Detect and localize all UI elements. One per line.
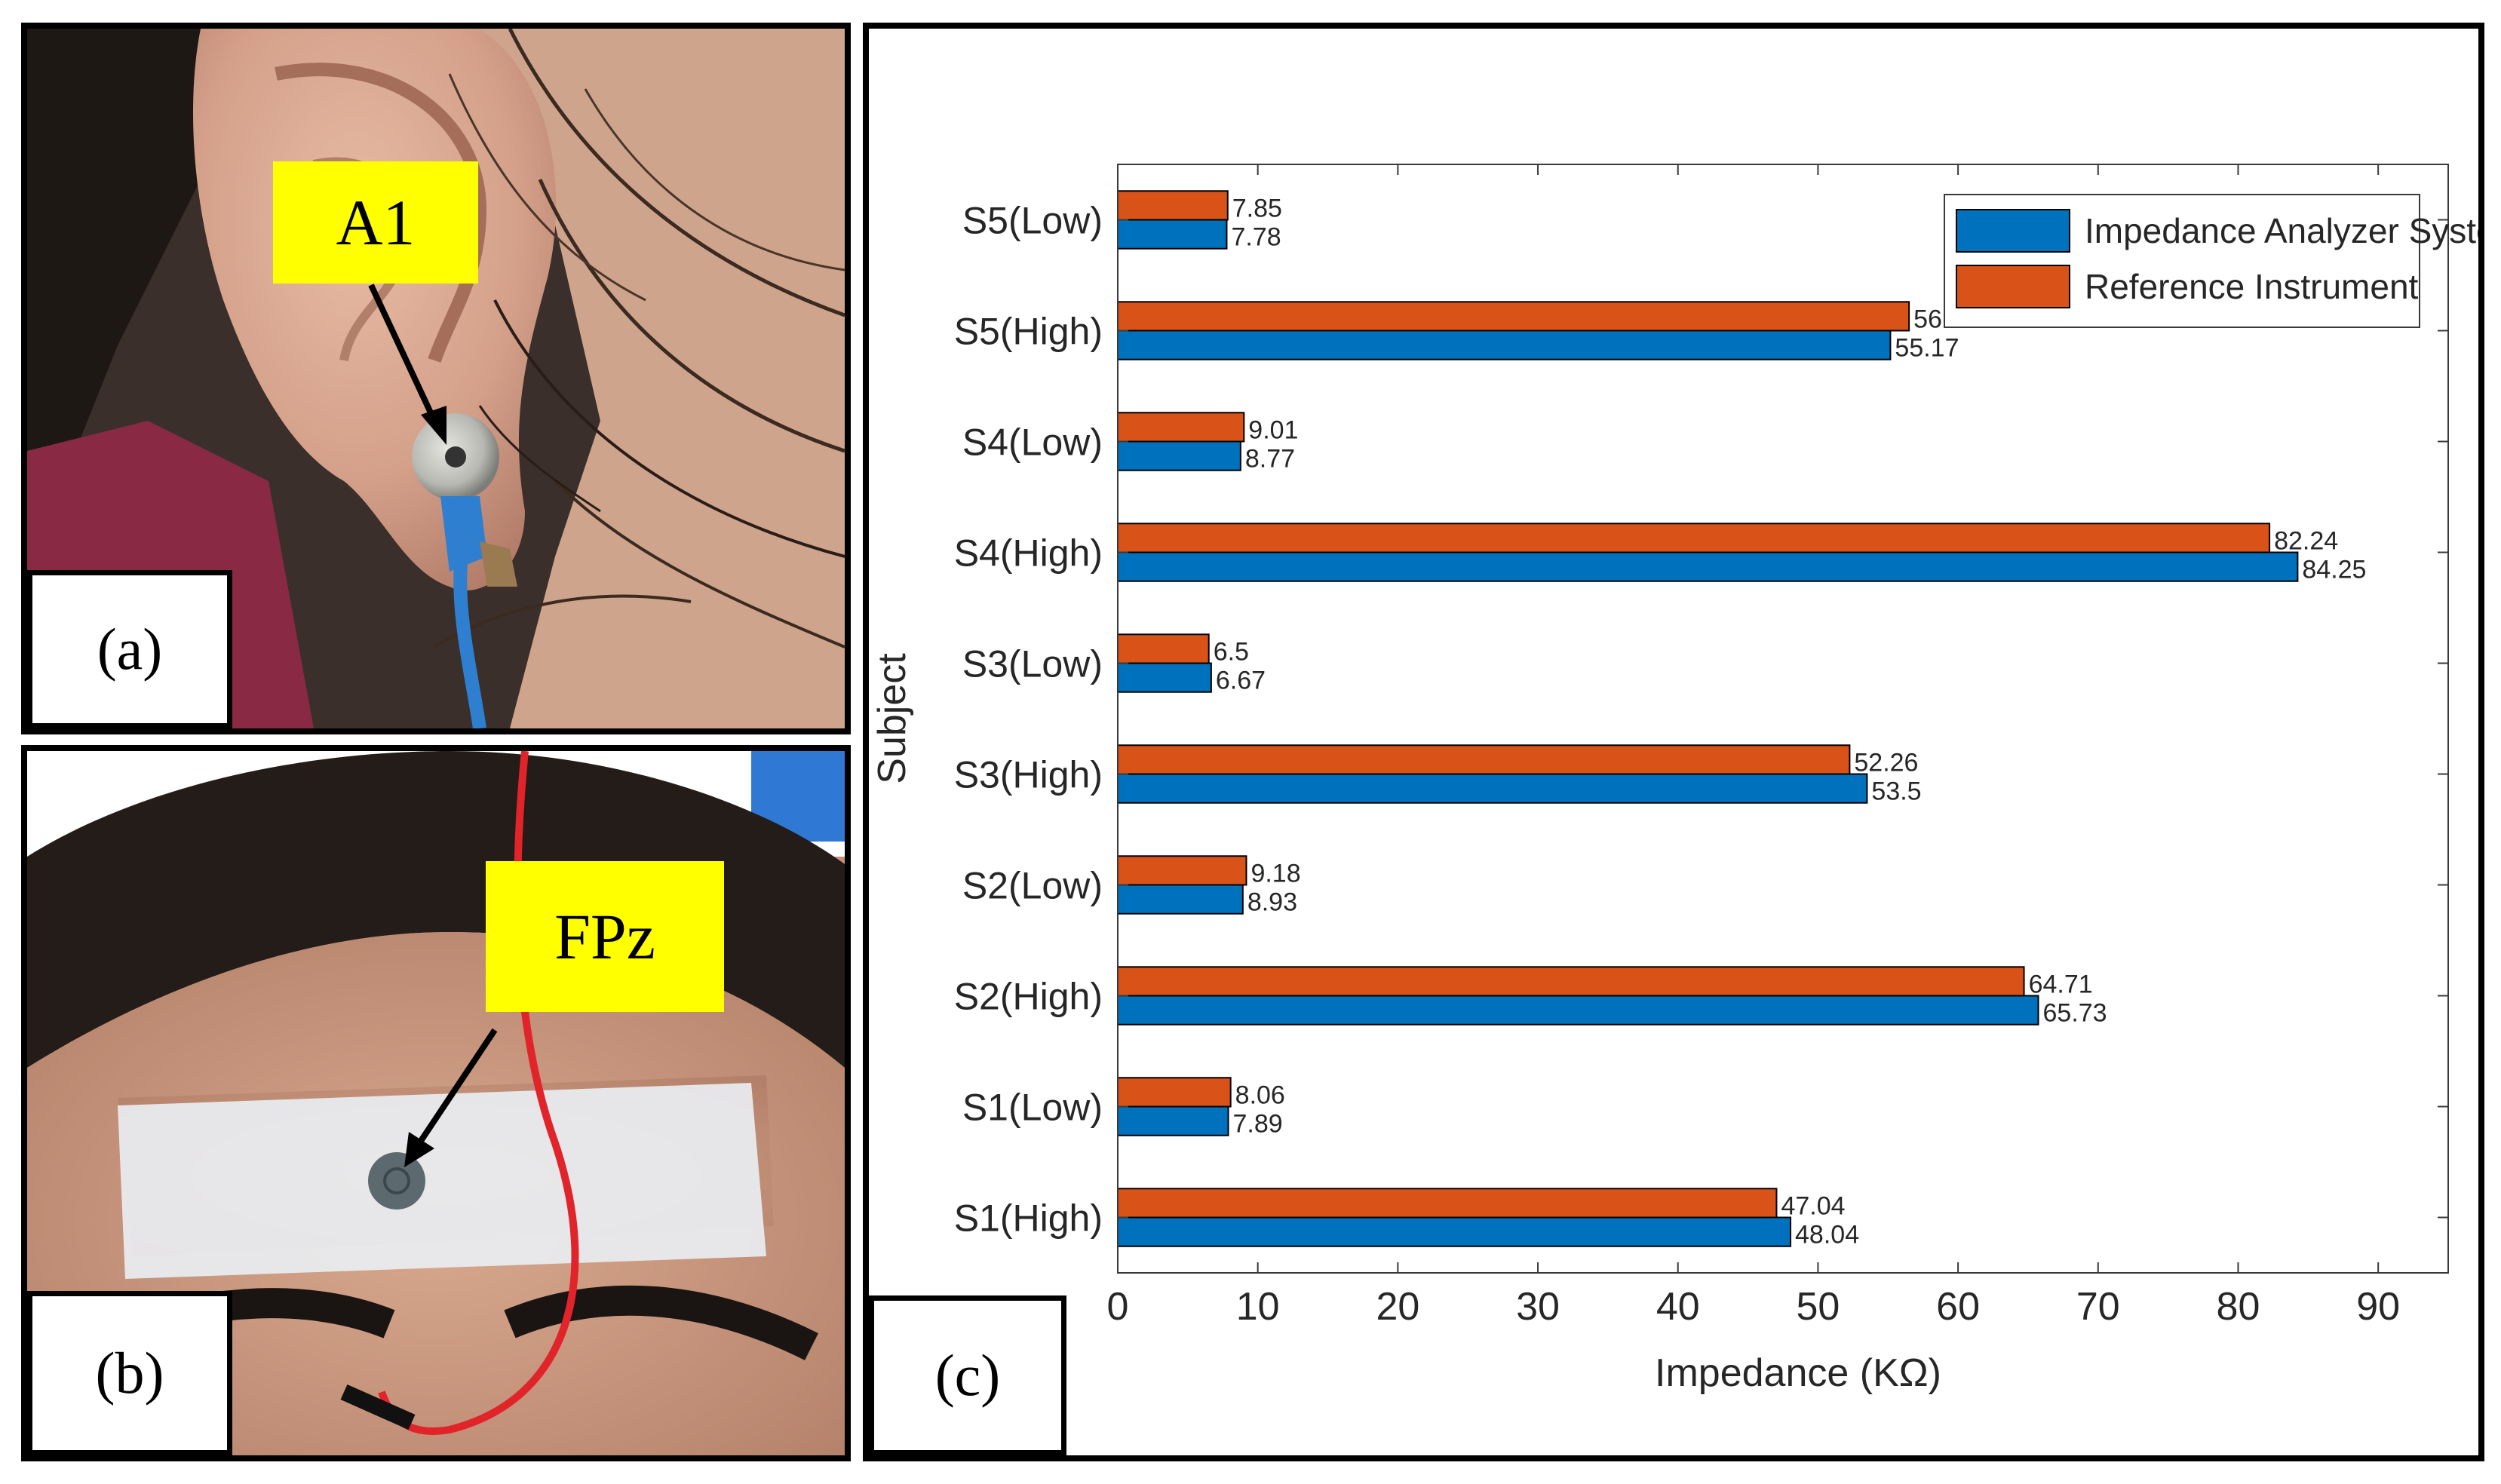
bar-value-label: 82.24 [2274,527,2338,556]
arrow-fpz-icon [416,1028,498,1145]
x-tick-label: 10 [1236,1285,1280,1329]
bar-impedance-analyzer [1117,773,1868,804]
y-tick-label: S4(Low) [962,422,1103,464]
bars-layer [1117,190,2299,1247]
panel-c-letter: (c) [869,1295,1066,1455]
bar-reference-instrument [1117,633,1210,664]
label-a1: A1 [273,161,478,284]
x-tick-label: 90 [2356,1285,2400,1329]
bar-reference-instrument [1117,523,2271,553]
bar-value-label: 6.5 [1214,638,1249,667]
bar-value-label: 6.67 [1216,667,1266,695]
bar-value-label: 8.77 [1245,445,1295,474]
bar-value-label: 55.17 [1895,334,1959,363]
ticks-layer: S5(Low) S5(High) S4(Low) S4(High) S3(Low) S3(… [954,164,2448,1329]
bar-impedance-analyzer [1117,330,1892,360]
bar-value-label: 9.18 [1250,860,1300,888]
bar-impedance-analyzer [1117,884,1244,915]
bar-reference-instrument [1117,966,2025,997]
bar-impedance-analyzer [1117,440,1241,471]
chart-legend: Impedance Analyzer System Reference Inst… [1944,194,2478,328]
y-tick-label: S2(Low) [962,865,1103,907]
bar-value-label: 8.93 [1247,888,1297,917]
bar-value-label: 8.06 [1235,1081,1285,1110]
bar-value-label: 84.25 [2302,556,2366,584]
arrow-a1-icon [368,284,437,422]
x-axis-title: Impedance (KΩ) [1655,1351,1941,1395]
blue-wire-icon [453,563,486,728]
bar-impedance-analyzer [1117,551,2299,582]
adhesive-tape [118,1083,766,1279]
y-tick-label: S5(High) [954,311,1103,353]
bar-value-label: 64.71 [2029,970,2093,999]
panel-b-forehead-photo: FPz (b) [21,745,851,1461]
x-tick-label: 80 [2217,1285,2260,1329]
x-tick-label: 20 [1376,1285,1419,1329]
legend-label-impedance-analyzer: Impedance Analyzer System [2085,211,2478,250]
y-tick-label: S3(High) [954,754,1103,796]
y-tick-label: S1(Low) [962,1087,1103,1129]
y-tick-label: S4(High) [954,532,1103,575]
label-fpz: FPz [486,861,724,1012]
axes-box [1117,164,2449,1274]
x-tick-label: 0 [1107,1285,1129,1329]
bar-value-label: 65.73 [2043,999,2107,1028]
bar-reference-instrument [1117,1077,1232,1108]
bar-reference-instrument [1117,1188,1778,1219]
panel-c-chart: S5(Low) S5(High) S4(Low) S4(High) S3(Low) S3(… [863,23,2484,1461]
bar-impedance-analyzer [1117,995,2039,1026]
x-tick-label: 50 [1796,1285,1840,1329]
bar-value-label: 52.26 [1854,749,1918,777]
bar-value-label: 48.04 [1795,1221,1859,1249]
y-tick-label: S3(Low) [962,643,1103,685]
impedance-bar-chart: S5(Low) S5(High) S4(Low) S4(High) S3(Low) S3(… [870,164,2478,1395]
y-axis-title: Subject [870,653,914,784]
x-tick-label: 60 [1936,1285,1980,1329]
bar-value-label: 9.01 [1248,416,1298,445]
x-tick-label: 30 [1516,1285,1560,1329]
legend-label-reference-instrument: Reference Instrument [2085,267,2419,306]
panel-a-ear-photo: A1 (a) [21,23,851,734]
panel-a-letter: (a) [27,570,232,728]
legend-swatch-impedance-analyzer [1956,209,2070,253]
bar-reference-instrument [1117,301,1910,332]
y-tick-label: S2(High) [954,976,1103,1018]
legend-swatch-reference-instrument [1956,265,2070,308]
bar-value-label: 47.04 [1781,1192,1845,1221]
bar-reference-instrument [1117,190,1229,221]
bar-impedance-analyzer [1117,1105,1229,1136]
x-tick-label: 70 [2076,1285,2120,1329]
bar-impedance-analyzer [1117,662,1212,693]
bar-value-label: 7.89 [1233,1110,1283,1139]
bar-reference-instrument [1117,412,1245,443]
y-tick-label: S5(Low) [962,200,1103,242]
bar-impedance-analyzer [1117,1216,1792,1247]
bar-value-label: 7.78 [1231,223,1281,252]
bar-value-label: 53.5 [1871,777,1921,806]
forehead-electrode-icon [368,1152,425,1210]
bar-reference-instrument [1117,855,1247,886]
value-labels-layer: 7.857.7856.555.179.018.7782.2484.256.56.… [1214,195,2367,1249]
bar-value-label: 7.85 [1232,195,1282,223]
bar-impedance-analyzer [1117,219,1228,250]
x-tick-label: 40 [1656,1285,1700,1329]
panel-b-letter: (b) [27,1291,232,1455]
bar-reference-instrument [1117,744,1851,775]
y-tick-label: S1(High) [954,1197,1103,1240]
